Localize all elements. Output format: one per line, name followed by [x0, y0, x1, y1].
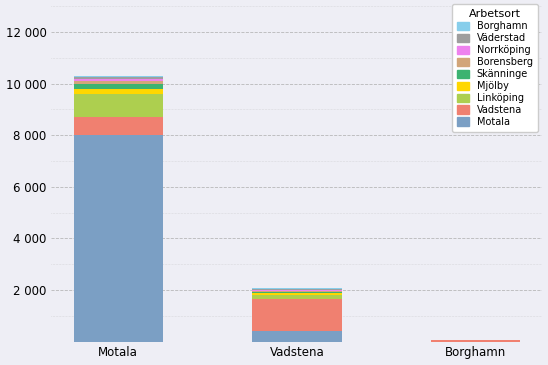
Bar: [252, 288, 341, 289]
Bar: [252, 289, 341, 290]
Legend: Borghamn, Väderstad, Norrköping, Borensberg, Skänninge, Mjölby, Linköping, Vadst: Borghamn, Väderstad, Norrköping, Borensb…: [453, 4, 538, 132]
Bar: [73, 117, 163, 135]
Bar: [252, 291, 341, 292]
Bar: [431, 340, 520, 342]
Bar: [252, 331, 341, 342]
Bar: [252, 293, 341, 295]
Bar: [252, 299, 341, 331]
Bar: [73, 135, 163, 342]
Bar: [73, 77, 163, 78]
Bar: [73, 89, 163, 94]
Bar: [73, 81, 163, 84]
Bar: [73, 76, 163, 77]
Bar: [252, 292, 341, 293]
Bar: [73, 94, 163, 117]
Bar: [73, 84, 163, 89]
Bar: [252, 290, 341, 291]
Bar: [73, 78, 163, 81]
Bar: [252, 295, 341, 299]
